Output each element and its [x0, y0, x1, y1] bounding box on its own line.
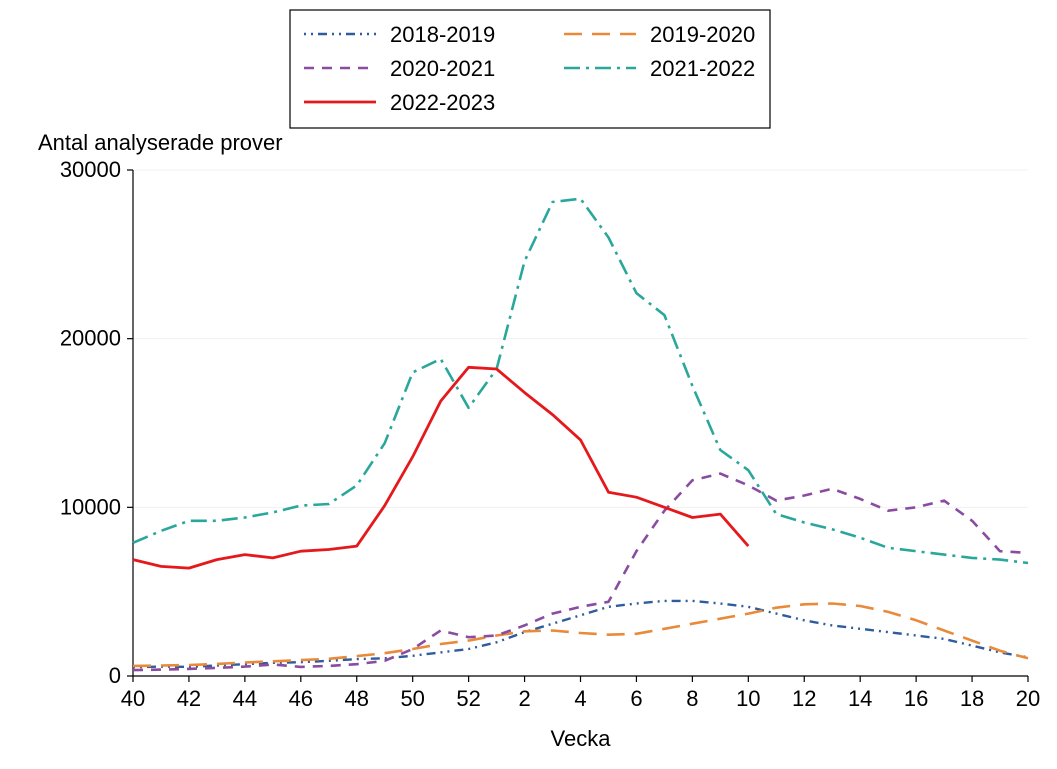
legend-label: 2019-2020 — [650, 22, 755, 47]
x-tick-label: 46 — [289, 686, 313, 711]
x-tick-label: 10 — [736, 686, 760, 711]
legend-label: 2022-2023 — [390, 90, 495, 115]
series-2019-2020 — [133, 604, 1028, 666]
x-tick-label: 18 — [960, 686, 984, 711]
legend-label: 2020-2021 — [390, 56, 495, 81]
x-tick-label: 8 — [686, 686, 698, 711]
x-axis-title: Vecka — [551, 726, 612, 751]
x-tick-label: 16 — [904, 686, 928, 711]
series-2022-2023 — [133, 367, 748, 568]
y-tick-label: 20000 — [60, 326, 121, 351]
x-tick-label: 48 — [345, 686, 369, 711]
series-2021-2022 — [133, 199, 1028, 563]
x-tick-label: 12 — [792, 686, 816, 711]
y-tick-label: 10000 — [60, 494, 121, 519]
y-tick-label: 0 — [109, 663, 121, 688]
x-tick-label: 52 — [456, 686, 480, 711]
x-tick-label: 6 — [630, 686, 642, 711]
x-tick-label: 4 — [574, 686, 586, 711]
series-2020-2021 — [133, 474, 1028, 670]
legend-label: 2018-2019 — [390, 22, 495, 47]
x-tick-label: 50 — [400, 686, 424, 711]
line-chart: 0 10000 20000 30000Antal analyserade prover… — [0, 0, 1057, 769]
y-tick-label: 30000 — [60, 157, 121, 182]
x-tick-label: 2 — [518, 686, 530, 711]
x-tick-label: 40 — [121, 686, 145, 711]
x-tick-label: 44 — [233, 686, 257, 711]
chart-container: 0 10000 20000 30000Antal analyserade prover… — [0, 0, 1057, 769]
x-tick-label: 20 — [1016, 686, 1040, 711]
legend-label: 2021-2022 — [650, 56, 755, 81]
legend: 2018-2019 2019-2020 2020-2021 2021-2022 2022… — [290, 10, 770, 128]
x-tick-label: 42 — [177, 686, 201, 711]
y-axis-title: Antal analyserade prover — [38, 130, 283, 155]
x-tick-label: 14 — [848, 686, 872, 711]
